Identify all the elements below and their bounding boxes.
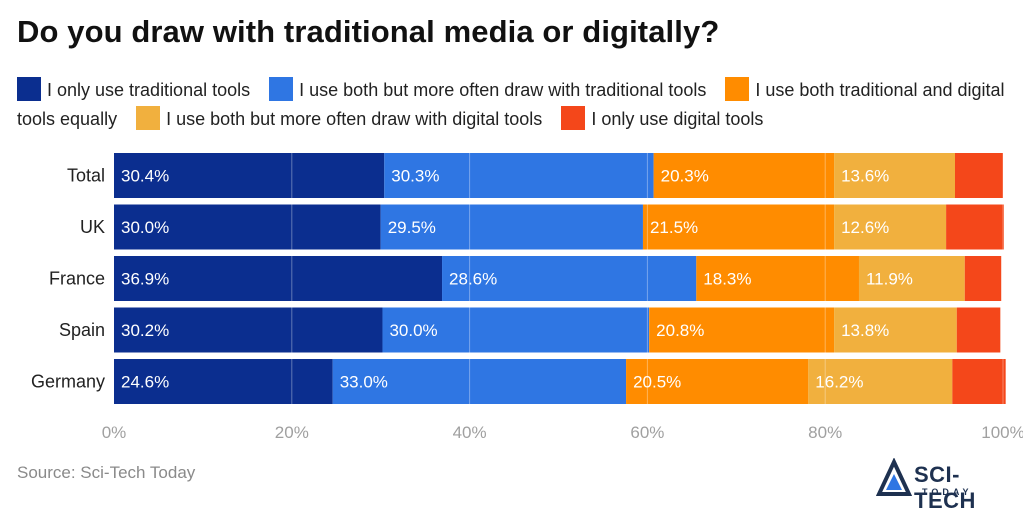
data-label: 20.8% <box>656 321 704 340</box>
legend-swatch <box>561 106 586 130</box>
category-label: France <box>49 269 105 289</box>
bar-segment <box>649 307 835 353</box>
x-tick-label: 100% <box>981 423 1023 442</box>
bar-segment <box>956 307 1001 353</box>
legend-item-mostly-digital: I use both but more often draw with digi… <box>136 106 543 130</box>
data-label: 30.0% <box>121 218 169 237</box>
legend-item-mostly-traditional: I use both but more often draw with trad… <box>269 77 707 101</box>
legend-swatch <box>269 77 294 101</box>
legend-swatch <box>17 77 41 101</box>
bar-segment <box>114 307 383 353</box>
category-label: Total <box>67 166 105 186</box>
data-label: 30.4% <box>121 167 169 186</box>
bar-segment <box>834 204 947 250</box>
bar-segment <box>858 256 965 301</box>
bar-segment <box>332 359 627 404</box>
legend-label: I use both but more often draw with trad… <box>299 80 707 100</box>
data-label: 21.5% <box>650 218 698 237</box>
bar-segment <box>642 204 835 250</box>
data-label: 13.8% <box>841 321 889 340</box>
bar-segment <box>114 256 443 301</box>
bar-segment <box>114 204 381 250</box>
data-label: 33.0% <box>340 373 388 392</box>
bar-segment <box>626 359 809 404</box>
bar-segment <box>964 256 1002 301</box>
data-label: 28.6% <box>449 270 497 289</box>
data-label: 11.9% <box>866 270 913 289</box>
category-label: UK <box>80 217 105 237</box>
bar-segment <box>946 204 1004 250</box>
data-label: 16.2% <box>815 373 863 392</box>
bar-segment <box>384 153 654 198</box>
x-tick-label: 80% <box>808 423 842 442</box>
legend-label: I only use digital tools <box>591 109 764 129</box>
category-label: Germany <box>31 372 105 392</box>
data-label: 13.6% <box>841 167 889 186</box>
data-label: 24.6% <box>121 373 169 392</box>
legend-label: I use both traditional and digital tools… <box>17 80 1005 129</box>
legend-swatch <box>725 77 750 101</box>
x-tick-label: 40% <box>453 423 487 442</box>
bar-segment <box>442 256 697 301</box>
bar-segment <box>952 359 1006 404</box>
legend-item-digital-only: I only use digital tools <box>561 106 764 130</box>
legend-item-traditional-only: I only use traditional tools <box>17 77 251 101</box>
legend-swatch <box>136 106 161 130</box>
logo-name: SCI-TECH <box>914 462 976 513</box>
chart-title: Do you draw with traditional media or di… <box>17 14 720 49</box>
legend-label: I use both but more often draw with digi… <box>166 109 543 129</box>
bar-segment <box>808 359 953 404</box>
data-label: 20.5% <box>633 373 681 392</box>
source-note: Source: Sci-Tech Today <box>17 463 196 482</box>
bar-segment <box>653 153 835 198</box>
data-label: 30.2% <box>121 321 169 340</box>
data-label: 36.9% <box>121 270 169 289</box>
x-tick-label: 60% <box>630 423 664 442</box>
bar-segment <box>382 307 650 353</box>
bar-segment <box>114 359 333 404</box>
logo-subtitle: TODAY <box>922 487 973 497</box>
bar-segment <box>954 153 1003 198</box>
data-label: 18.3% <box>703 270 751 289</box>
bar-segment <box>834 153 955 198</box>
data-label: 30.3% <box>391 167 439 186</box>
legend-label: I only use traditional tools <box>47 80 251 100</box>
legend: I only use traditional tools I use both … <box>17 76 1017 134</box>
logo-icon <box>875 457 913 496</box>
bar-segment <box>834 307 957 353</box>
category-label: Spain <box>59 320 105 340</box>
data-label: 20.3% <box>661 167 709 186</box>
brand-logo: SCI-TECH TODAY <box>875 457 1016 513</box>
bar-segment <box>114 153 385 198</box>
data-label: 29.5% <box>388 218 436 237</box>
bar-segment <box>380 204 643 250</box>
x-tick-label: 20% <box>275 423 309 442</box>
data-label: 12.6% <box>841 218 889 237</box>
legend-item-equal: I use both traditional and digital tools… <box>17 77 1005 129</box>
x-tick-label: 0% <box>102 423 127 442</box>
data-label: 30.0% <box>389 321 437 340</box>
bar-segment <box>696 256 859 301</box>
